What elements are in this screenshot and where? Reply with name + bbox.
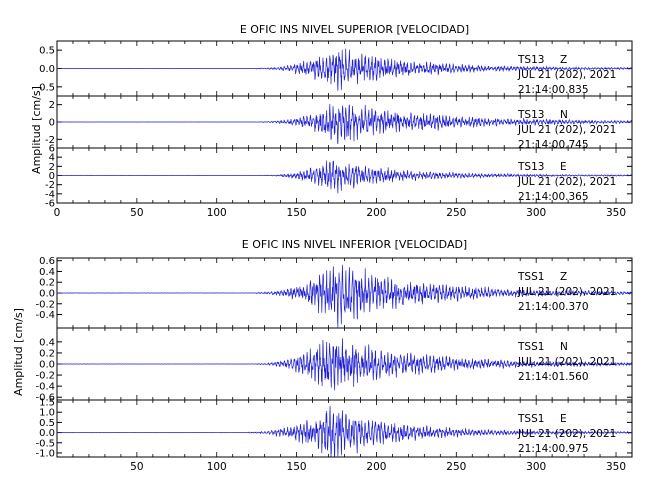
y-tick-label: 0.0	[39, 64, 55, 75]
date-label: JUL 21 (202), 2021	[517, 356, 616, 368]
waveform-line	[56, 48, 632, 91]
y-tick-label: 0.2	[39, 348, 55, 359]
component-label: N	[560, 341, 568, 353]
chart-title: E OFIC INS NIVEL SUPERIOR [VELOCIDAD]	[240, 23, 469, 36]
waveform-line	[57, 103, 633, 144]
y-tick-label: -4	[45, 189, 55, 200]
station-label: TSS1	[517, 413, 544, 425]
y-tick-label: -0.2	[35, 371, 55, 382]
y-tick-label: 1.0	[39, 408, 55, 419]
x-tick-label: 50	[130, 461, 143, 473]
time-label: 21:14:01.560	[518, 371, 589, 383]
component-label: Z	[560, 271, 567, 283]
waveform-line	[57, 160, 632, 194]
time-label: 21:14:00.365	[518, 191, 589, 203]
x-tick-label: 250	[446, 461, 466, 473]
waveform-line	[57, 338, 633, 391]
y-tick-label: -1.0	[35, 448, 55, 459]
x-tick-label: 50	[130, 207, 143, 219]
y-axis-label: Amplitud [cm/s]	[12, 308, 25, 396]
y-tick-label: -0.2	[35, 299, 55, 310]
component-label: E	[560, 161, 567, 173]
x-tick-label: 200	[366, 461, 386, 473]
y-tick-label: -2	[45, 180, 55, 191]
y-tick-label: 0.5	[39, 46, 55, 57]
x-tick-label: 200	[366, 207, 386, 219]
y-tick-label: 0.5	[39, 418, 55, 429]
date-label: JUL 21 (202), 2021	[517, 124, 616, 136]
x-tick-label: 300	[526, 461, 546, 473]
date-label: JUL 21 (202), 2021	[517, 286, 616, 298]
y-tick-label: 2	[49, 162, 55, 173]
x-tick-label: 250	[446, 207, 466, 219]
date-label: JUL 21 (202), 2021	[517, 428, 616, 440]
y-tick-label: 0.0	[39, 360, 55, 371]
x-tick-label: 0	[54, 207, 61, 219]
y-tick-label: -0.5	[35, 438, 55, 449]
y-tick-label: 4	[49, 153, 55, 164]
date-label: JUL 21 (202), 2021	[517, 176, 616, 188]
time-label: 21:14:00.745	[518, 139, 589, 151]
y-tick-label: 2	[49, 100, 55, 111]
station-label: TS13	[517, 109, 544, 121]
x-tick-label: 100	[207, 461, 227, 473]
station-label: TSS1	[517, 341, 544, 353]
y-tick-label: 0	[49, 118, 55, 129]
y-tick-label: 0.4	[39, 267, 55, 278]
y-tick-label: -0.4	[35, 382, 55, 393]
x-tick-label: 150	[287, 207, 307, 219]
station-label: TSS1	[517, 271, 544, 283]
x-tick-label: 350	[606, 207, 626, 219]
chart-1: E OFIC INS NIVEL INFERIOR [VELOCIDAD] Amp…	[12, 238, 633, 473]
chart-title: E OFIC INS NIVEL INFERIOR [VELOCIDAD]	[242, 238, 467, 251]
y-tick-label: -6	[45, 199, 55, 210]
component-label: N	[560, 109, 568, 121]
y-tick-label: 0.0	[39, 428, 55, 439]
x-tick-label: 100	[207, 207, 227, 219]
y-tick-label: -0.4	[35, 310, 55, 321]
y-tick-label: -0.5	[35, 82, 55, 93]
trace-panel-tss1-e: 1.51.00.50.0-0.5-1.0 TSS1 E JUL 21 (202), 2…	[35, 398, 633, 459]
y-tick-label: -2	[45, 135, 55, 146]
y-tick-label: 1.5	[39, 398, 55, 409]
y-tick-label: 0.4	[39, 337, 55, 348]
component-label: E	[560, 413, 567, 425]
trace-panel-tss1-z: 0.60.40.20.0-0.2-0.4 TSS1 Z JUL 21 (202), 2…	[35, 256, 633, 329]
chart-0: E OFIC INS NIVEL SUPERIOR [VELOCIDAD] Amp…	[30, 23, 633, 219]
component-label: Z	[560, 54, 567, 66]
station-label: TS13	[517, 54, 544, 66]
trace-panel-ts13-n: 2 0 -2 TS13 N JUL 21 (202), 2021 21:14:00.745	[45, 95, 633, 151]
time-label: 21:14:00.975	[518, 443, 589, 455]
x-tick-label: 300	[526, 207, 546, 219]
waveform-line	[56, 405, 632, 457]
date-label: JUL 21 (202), 2021	[517, 69, 616, 81]
y-tick-label: 0.6	[39, 256, 55, 267]
y-tick-label: 0.2	[39, 278, 55, 289]
time-label: 21:14:00.370	[518, 301, 589, 313]
trace-panel-tss1-n: 0.40.20.0-0.2-0.4-0.6 TSS1 N JUL 21 (202), …	[35, 327, 633, 404]
trace-panel-ts13-z: 0.5 0.0 -0.5 TS13 Z JUL 21 (202), 2021 21:14:0…	[35, 40, 633, 97]
y-tick-label: 6	[49, 144, 55, 155]
x-tick-label: 150	[287, 461, 307, 473]
waveform-line	[56, 264, 633, 328]
y-axis-label: Amplitud [cm/s]	[30, 86, 43, 174]
y-tick-label: 0	[49, 171, 55, 182]
y-tick-label: -0.6	[35, 393, 55, 404]
x-tick-label: 350	[606, 461, 626, 473]
y-tick-label: 0.0	[39, 289, 55, 300]
time-label: 21:14:00.835	[518, 84, 589, 96]
station-label: TS13	[517, 161, 544, 173]
